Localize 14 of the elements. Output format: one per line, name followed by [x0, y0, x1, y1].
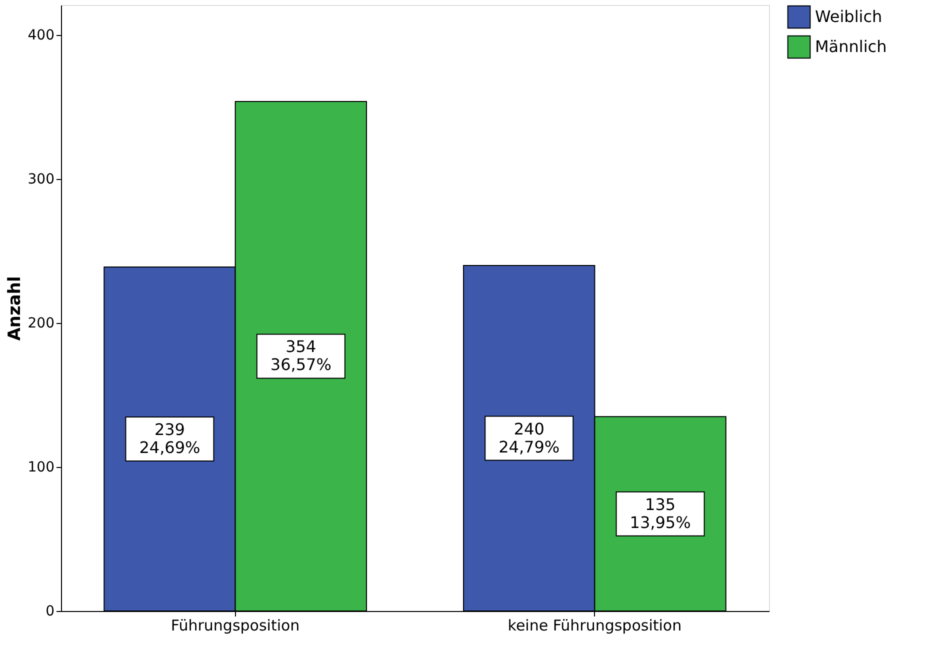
- data-label: 239 24,69%: [139, 420, 200, 457]
- x-tick-label: keine Führungsposition: [508, 616, 682, 634]
- y-tick-label: 0: [46, 604, 54, 620]
- y-tick-label: 200: [28, 316, 54, 332]
- x-tick-label: Führungsposition: [170, 616, 300, 634]
- y-axis-title: Anzahl: [4, 276, 25, 341]
- data-label: 135 13,95%: [630, 494, 691, 532]
- y-tick-label: 400: [28, 28, 54, 44]
- y-tick-label: 100: [28, 460, 54, 476]
- y-tick-label: 300: [28, 172, 54, 188]
- legend-label: Männlich: [815, 37, 887, 56]
- legend-label: Weiblich: [815, 7, 882, 26]
- data-label: 354 36,57%: [270, 337, 332, 374]
- data-label: 240 24,79%: [498, 419, 560, 456]
